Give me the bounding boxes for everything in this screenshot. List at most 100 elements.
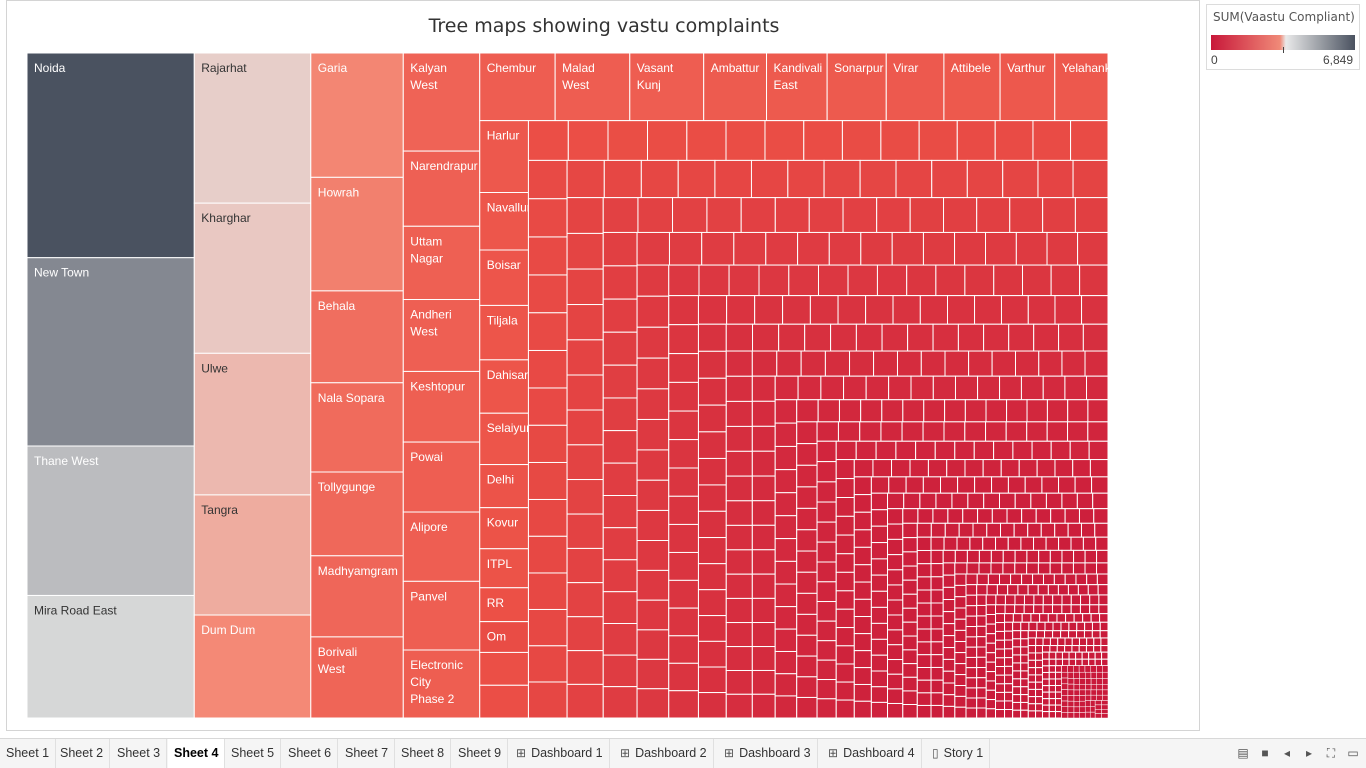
treemap-cell[interactable] [1052,630,1062,639]
treemap-cell[interactable] [479,684,529,718]
treemap-cell[interactable] [892,295,921,325]
treemap-cell[interactable] [1102,689,1108,696]
treemap-cell[interactable] [1049,645,1058,653]
treemap-cell[interactable] [1012,694,1022,703]
treemap-cell[interactable] [985,604,997,615]
treemap-cell[interactable] [1036,459,1056,478]
treemap-cell[interactable] [916,602,932,617]
treemap-cell[interactable] [1027,645,1037,654]
treemap-cell[interactable] [697,323,727,352]
treemap-cell[interactable] [527,120,569,161]
treemap-cell[interactable] [985,671,997,682]
treemap-cell[interactable] [1035,659,1043,669]
treemap-cell[interactable] [965,615,978,628]
treemap-cell[interactable] [1035,710,1043,718]
treemap-cell[interactable] [909,459,929,478]
treemap-cell[interactable] [1061,683,1069,690]
treemap-cell[interactable] [842,197,878,233]
treemap-cell[interactable] [995,613,1006,624]
treemap-cell[interactable] [1022,264,1052,297]
treemap-cell[interactable] [1079,712,1086,718]
treemap-cell[interactable] [636,388,670,420]
tab-dashboard-2[interactable]: ⊞ Dashboard 2 [614,739,714,768]
treemap-cell[interactable] [1082,536,1097,551]
treemap-cell[interactable] [1024,476,1043,494]
treemap-cell[interactable] [1086,637,1095,647]
treemap-cell[interactable] [1064,573,1077,586]
treemap-cell[interactable] [1020,638,1029,648]
treemap-cell[interactable] [527,461,568,500]
treemap-cell[interactable] [1050,508,1066,524]
treemap-cell[interactable] [725,450,753,477]
treemap-cell[interactable] [991,350,1016,377]
treemap-cell[interactable] [969,536,984,551]
treemap-cell[interactable] [527,535,568,574]
treemap-cell[interactable] [1061,350,1086,377]
treemap-cell[interactable] [1032,573,1044,586]
treemap-cell[interactable] [697,589,727,617]
treemap-cell[interactable] [1081,651,1090,660]
treemap-cell[interactable] [1088,440,1108,461]
treemap-cell[interactable] [870,670,889,688]
treemap-cell[interactable] [527,312,568,351]
treemap-cell[interactable] [1046,399,1069,423]
treemap-cell[interactable] [1013,522,1029,538]
treemap-cell[interactable] [602,462,638,497]
treemap-cell[interactable] [1049,562,1063,575]
treemap-cell[interactable] [1012,613,1023,623]
treemap-cell[interactable] [1090,671,1097,679]
treemap-cell[interactable] [930,666,944,681]
treemap-cell[interactable] [697,431,727,459]
treemap-cell[interactable] [1096,694,1103,701]
treemap-cell[interactable] [895,440,917,461]
treemap-cell[interactable] [816,541,837,563]
treemap-cell[interactable] [566,683,604,718]
treemap-cell-chembur[interactable]: Chembur [479,53,556,122]
treemap-cell[interactable] [986,522,1002,538]
treemap-cell[interactable] [668,264,700,297]
treemap-cell[interactable] [1048,651,1057,660]
treemap-cell[interactable] [1073,549,1086,564]
filmstrip-view-icon[interactable]: ▤ [1237,746,1249,760]
treemap-cell-varthur[interactable]: Varthur [999,53,1056,122]
treemap-cell[interactable] [796,634,818,657]
treemap-cell[interactable] [1084,694,1092,701]
treemap-cell[interactable] [954,674,967,687]
treemap-cell[interactable] [728,264,760,297]
treemap-cell[interactable] [853,564,872,583]
treemap-cell[interactable] [853,581,872,600]
treemap-cell[interactable] [965,594,978,607]
treemap-cell[interactable] [870,525,889,544]
treemap-cell[interactable] [991,508,1008,524]
treemap-cell[interactable] [1050,440,1071,461]
treemap-cell-mira-road-east[interactable]: Mira Road East [27,594,195,718]
treemap-cell[interactable] [714,159,752,199]
treemap-cell[interactable] [976,584,988,596]
treemap-cell[interactable] [887,569,904,586]
treemap-cell[interactable] [954,663,967,676]
treemap-cell[interactable] [701,231,735,266]
treemap-cell[interactable] [1027,703,1037,712]
treemap-cell[interactable] [1041,665,1050,673]
treemap-cell[interactable] [1039,613,1049,623]
treemap-cell[interactable] [1048,704,1056,713]
treemap-cell[interactable] [1035,508,1052,524]
treemap-cell[interactable] [816,481,837,503]
treemap-cell[interactable] [602,527,638,561]
treemap-cell[interactable] [725,669,753,695]
treemap-cell[interactable] [1075,651,1083,660]
treemap-cell[interactable] [958,522,974,538]
treemap-cell[interactable] [835,515,855,536]
treemap-cell[interactable] [1067,678,1075,685]
treemap-cell[interactable] [888,375,912,401]
treemap-cell[interactable] [942,635,956,649]
treemap-cell[interactable] [1041,711,1050,718]
treemap-cell[interactable] [985,594,997,606]
treemap-cell[interactable] [954,440,975,461]
treemap-cell[interactable] [1079,264,1108,297]
treemap-cell[interactable] [1002,159,1039,199]
treemap-cell[interactable] [1033,323,1060,352]
treemap-cell[interactable] [697,640,727,668]
treemap-cell[interactable] [835,699,855,718]
treemap-cell[interactable] [943,536,958,551]
